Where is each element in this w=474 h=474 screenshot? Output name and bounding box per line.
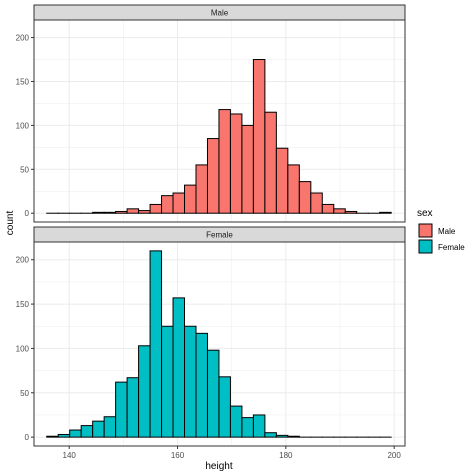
y-axis-title: count — [5, 211, 16, 236]
y-tick-label: 100 — [16, 344, 30, 353]
y-tick-label: 200 — [16, 34, 30, 43]
histogram-bar — [264, 432, 277, 438]
histogram-bar — [172, 192, 186, 214]
histogram-bar — [287, 164, 300, 214]
histogram-bar — [126, 377, 140, 438]
histogram-bar — [206, 349, 220, 438]
y-tick-label: 150 — [16, 77, 30, 86]
histogram-bar — [333, 208, 346, 214]
x-axis-title: height — [205, 461, 232, 472]
y-tick-label: 0 — [25, 433, 30, 442]
histogram-bar — [184, 325, 197, 438]
facet-strip-label: Male — [211, 9, 229, 18]
histogram-bar — [287, 435, 300, 438]
histogram-bar — [310, 192, 323, 214]
histogram-bar — [275, 147, 289, 214]
histogram-bar — [379, 211, 392, 214]
histogram-bar — [149, 250, 163, 438]
legend: sex Male Female — [417, 208, 465, 254]
histogram-bar — [92, 420, 105, 438]
histogram-bar — [69, 429, 82, 438]
histogram-bar — [103, 211, 117, 214]
histogram-bar — [264, 111, 277, 214]
facet-female: Female 0 50 100 150 200 140 160 180 200 — [16, 226, 406, 460]
histogram-bar — [275, 434, 289, 438]
legend-label-male: Male — [438, 227, 456, 236]
histogram-bar — [126, 208, 140, 214]
legend-key-male — [418, 223, 433, 238]
histogram-bar — [252, 414, 266, 438]
histogram-bar — [57, 433, 71, 438]
y-tick-label: 0 — [25, 209, 30, 218]
histogram-bar — [252, 59, 266, 214]
histogram-bar — [138, 210, 151, 214]
histogram-bar — [184, 184, 197, 214]
x-tick-label: 180 — [279, 451, 293, 460]
histogram-bar — [149, 203, 163, 214]
y-tick-label: 50 — [20, 165, 29, 174]
histogram-bar — [206, 138, 220, 214]
x-tick-label: 140 — [63, 451, 77, 460]
panel-border — [33, 241, 406, 447]
histogram-bar — [195, 332, 208, 438]
histogram-bar — [115, 381, 128, 438]
y-tick-label: 200 — [16, 256, 30, 265]
histogram-bar — [161, 325, 174, 438]
legend-label-female: Female — [438, 243, 465, 252]
x-tick-label: 200 — [387, 451, 401, 460]
histogram-bar — [195, 164, 208, 214]
histogram-bar — [92, 211, 105, 214]
facet-male: Male 0 50 100 150 200 — [16, 4, 406, 223]
y-tick-label: 100 — [16, 121, 30, 130]
histogram-bar — [218, 109, 231, 214]
y-tick-label: 150 — [16, 300, 30, 309]
x-tick-label: 160 — [171, 451, 185, 460]
histogram-bar — [103, 416, 117, 438]
histogram-bar — [80, 425, 94, 438]
histogram-bar — [241, 124, 254, 214]
histogram-bar — [298, 181, 312, 214]
facet-panels: Male 0 50 100 150 200 Female 0 50 100 150 200 140 160… — [16, 4, 406, 460]
histogram-bar — [229, 113, 243, 214]
y-tick-label: 50 — [20, 389, 29, 398]
legend-key-female — [418, 239, 433, 254]
histogram-bar — [344, 210, 358, 214]
histogram-bar — [321, 203, 335, 214]
histogram-bar — [229, 405, 243, 438]
histogram-bar — [172, 297, 186, 438]
facet-strip-label: Female — [206, 231, 233, 240]
histogram-bar — [115, 210, 128, 214]
histogram-bar — [218, 376, 231, 438]
legend-title: sex — [417, 208, 433, 219]
histogram-bar — [161, 195, 174, 214]
histogram-bar — [138, 345, 151, 438]
histogram-bar — [241, 417, 254, 438]
histogram-bar — [46, 435, 59, 438]
panel-border — [33, 19, 406, 223]
